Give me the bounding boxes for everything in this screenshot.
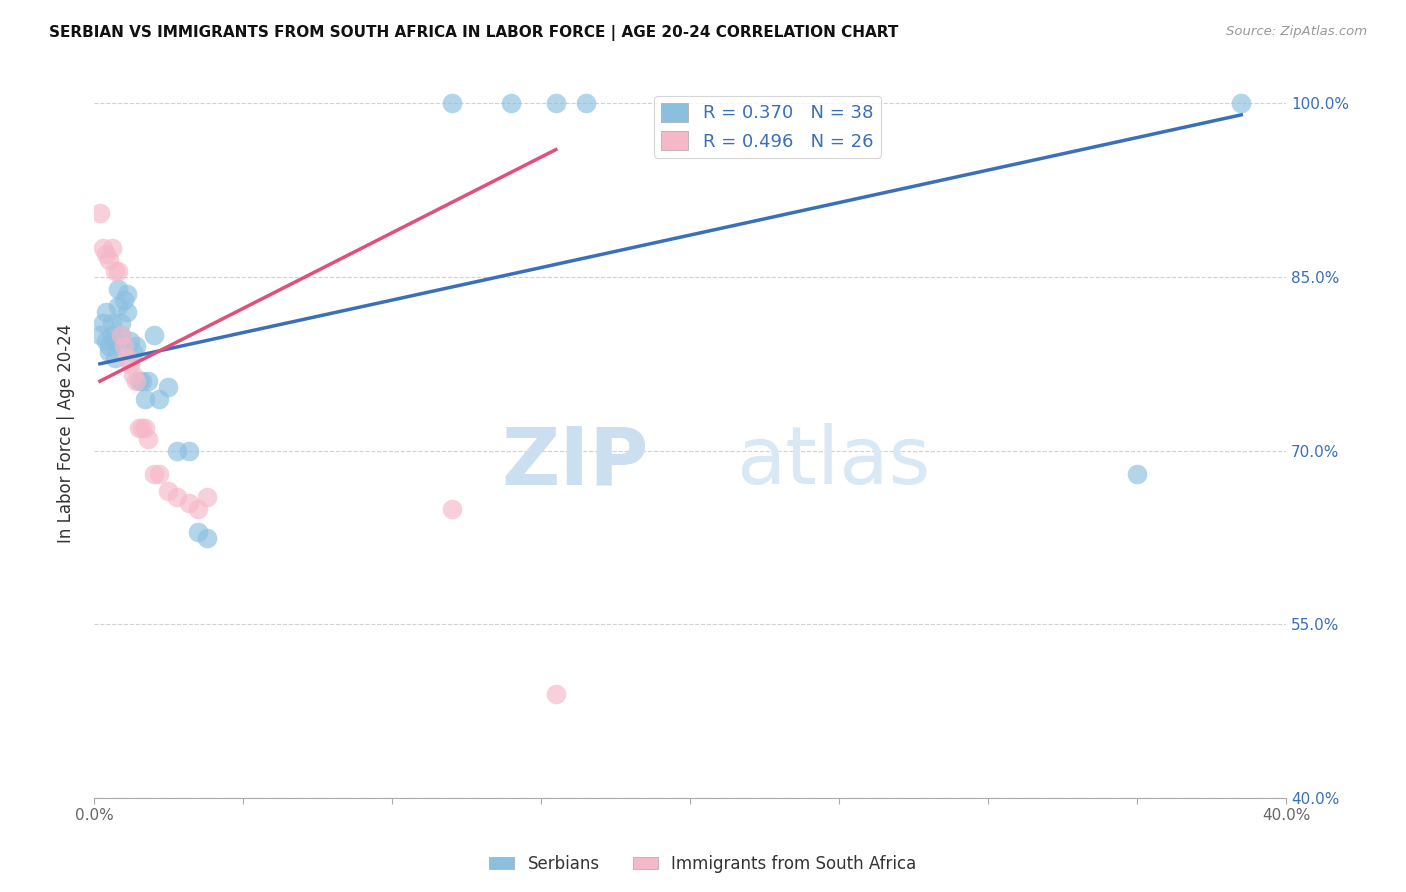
Point — [97, 339, 120, 353]
Point — [142, 467, 165, 481]
Point — [128, 374, 150, 388]
Point — [115, 351, 138, 365]
Point — [110, 327, 132, 342]
Point — [179, 496, 201, 510]
Point — [1126, 467, 1149, 481]
Legend: Serbians, Immigrants from South Africa: Serbians, Immigrants from South Africa — [482, 848, 924, 880]
Point — [157, 380, 180, 394]
Point — [136, 432, 159, 446]
Point — [121, 345, 143, 359]
Text: atlas: atlas — [735, 424, 931, 501]
Point — [124, 339, 146, 353]
Point — [101, 316, 124, 330]
Point — [440, 96, 463, 111]
Point — [195, 490, 218, 504]
Point — [166, 443, 188, 458]
Point — [142, 327, 165, 342]
Legend: R = 0.370   N = 38, R = 0.496   N = 26: R = 0.370 N = 38, R = 0.496 N = 26 — [654, 95, 880, 158]
Point — [112, 339, 135, 353]
Point — [115, 304, 138, 318]
Point — [134, 420, 156, 434]
Point — [544, 96, 567, 111]
Point — [501, 96, 523, 111]
Point — [118, 357, 141, 371]
Point — [134, 392, 156, 406]
Point — [97, 252, 120, 267]
Point — [440, 501, 463, 516]
Text: ZIP: ZIP — [501, 424, 648, 501]
Text: Source: ZipAtlas.com: Source: ZipAtlas.com — [1226, 25, 1367, 38]
Point — [110, 316, 132, 330]
Point — [187, 524, 209, 539]
Point — [107, 281, 129, 295]
Point — [131, 420, 153, 434]
Point — [107, 264, 129, 278]
Text: SERBIAN VS IMMIGRANTS FROM SOUTH AFRICA IN LABOR FORCE | AGE 20-24 CORRELATION C: SERBIAN VS IMMIGRANTS FROM SOUTH AFRICA … — [49, 25, 898, 41]
Point — [101, 327, 124, 342]
Point — [148, 392, 170, 406]
Point — [104, 264, 127, 278]
Point — [118, 334, 141, 348]
Point — [94, 247, 117, 261]
Point — [115, 287, 138, 301]
Point — [91, 241, 114, 255]
Point — [166, 490, 188, 504]
Point — [544, 687, 567, 701]
Point — [112, 339, 135, 353]
Point — [1230, 96, 1253, 111]
Point — [94, 304, 117, 318]
Point — [124, 374, 146, 388]
Point — [104, 351, 127, 365]
Point — [187, 501, 209, 516]
Point — [107, 299, 129, 313]
Point — [110, 327, 132, 342]
Point — [179, 443, 201, 458]
Point — [94, 334, 117, 348]
Point — [112, 293, 135, 307]
Point — [121, 368, 143, 383]
Point — [195, 531, 218, 545]
Point — [104, 334, 127, 348]
Point — [131, 374, 153, 388]
Point — [91, 316, 114, 330]
Point — [575, 96, 598, 111]
Point — [97, 345, 120, 359]
Point — [148, 467, 170, 481]
Y-axis label: In Labor Force | Age 20-24: In Labor Force | Age 20-24 — [58, 324, 75, 543]
Point — [136, 374, 159, 388]
Point — [89, 206, 111, 220]
Point — [101, 241, 124, 255]
Point — [157, 484, 180, 499]
Point — [89, 327, 111, 342]
Point — [128, 420, 150, 434]
